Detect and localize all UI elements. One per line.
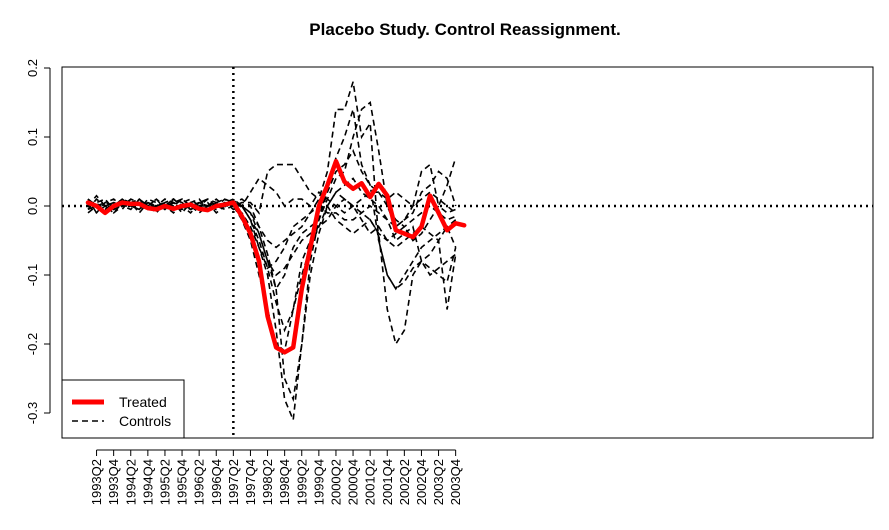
x-tick-label: 1999Q4: [311, 459, 326, 505]
x-tick-label: 1993Q2: [89, 459, 104, 505]
x-tick-label: 2002Q2: [397, 459, 412, 505]
control-series-line-6: [87, 163, 457, 347]
x-tick-label: 1998Q4: [277, 459, 292, 505]
legend: Treated Controls: [61, 379, 185, 439]
legend-treated-label: Treated: [119, 394, 167, 410]
x-tick-label: 2000Q4: [346, 459, 361, 505]
x-tick-label: 2002Q4: [414, 459, 429, 505]
x-tick-label: 1995Q4: [175, 459, 190, 505]
y-tick-label: -0.3: [25, 402, 40, 424]
x-tick-label: 1994Q2: [123, 459, 138, 505]
x-tick-label: 1995Q2: [157, 459, 172, 505]
lines-layer: [62, 67, 873, 438]
x-tick-label: 2001Q2: [363, 459, 378, 505]
legend-controls-label: Controls: [119, 413, 171, 429]
x-tick-label: 1996Q4: [209, 459, 224, 505]
legend-box: [61, 379, 185, 439]
x-tick-label: 2003Q2: [431, 459, 446, 505]
control-series-line-4: [88, 101, 457, 291]
control-series-line-1: [87, 149, 457, 353]
x-tick-label: 1998Q2: [260, 459, 275, 505]
x-tick-label: 1997Q2: [226, 459, 241, 505]
y-tick-label: 0.2: [25, 59, 40, 77]
y-tick-label: -0.2: [25, 333, 40, 355]
x-tick-label: 1994Q4: [140, 459, 155, 505]
x-tick-label: 1999Q2: [294, 459, 309, 505]
chart-title: Placebo Study. Control Reassignment.: [309, 20, 620, 39]
control-series-line-9: [87, 198, 457, 277]
x-tick-label: 1993Q4: [106, 459, 121, 505]
x-axis: 1993Q2 1993Q4 1994Q2 1994Q4 1995Q2 1995Q4 1996…: [89, 449, 463, 505]
control-series-line-7: [87, 198, 457, 284]
control-series-line-5: [87, 81, 457, 310]
y-tick-label: -0.1: [25, 264, 40, 286]
y-tick-label: 0.0: [25, 197, 40, 215]
treated-series-line: [85, 158, 467, 355]
x-tick-label: 1997Q4: [243, 459, 258, 505]
plot-frame: [61, 66, 874, 439]
x-tick-label: 1996Q2: [192, 459, 207, 505]
control-series-line-8: [87, 157, 457, 215]
x-tick-label: 2003Q4: [448, 459, 463, 505]
x-tick-label: 2000Q2: [328, 459, 343, 505]
y-axis: -0.3 -0.2 -0.1 0.0 0.1 0.2: [25, 59, 51, 424]
x-tick-label: 2001Q4: [380, 459, 395, 505]
y-tick-label: 0.1: [25, 128, 40, 146]
